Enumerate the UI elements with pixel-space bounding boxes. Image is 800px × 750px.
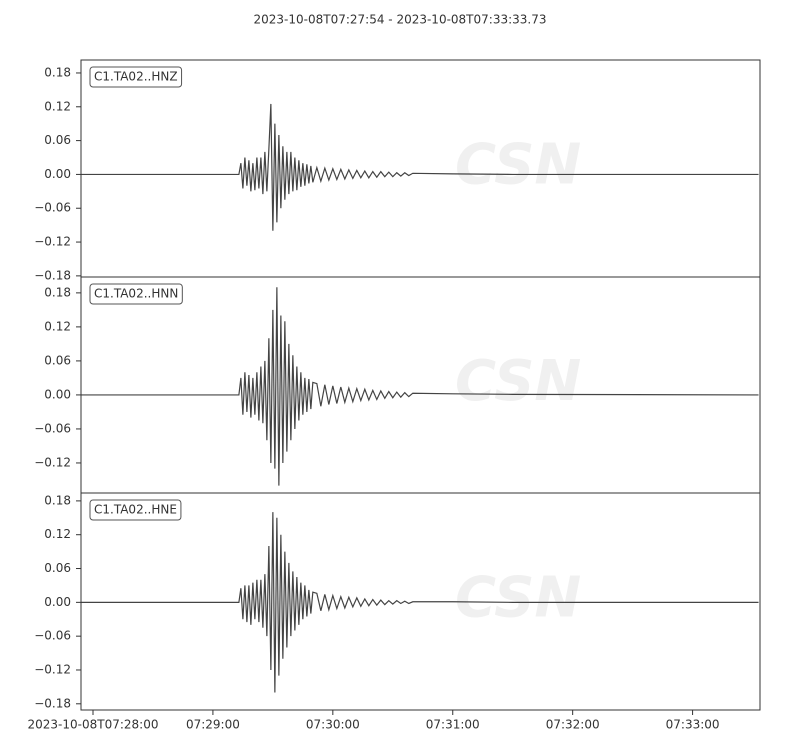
y-tick-label: −0.12 — [34, 455, 71, 469]
watermark: CSN — [455, 133, 581, 198]
y-tick-label: 0.06 — [44, 133, 71, 147]
x-tick-label: 07:29:00 — [186, 718, 240, 732]
waveform — [81, 287, 759, 486]
y-tick-label: 0.00 — [44, 387, 71, 401]
x-tick-label: 2023-10-08T07:28:00 — [28, 718, 159, 732]
legend-label: C1.TA02..HNN — [94, 287, 178, 301]
y-tick-label: −0.12 — [34, 662, 71, 676]
chart-title: 2023-10-08T07:27:54 - 2023-10-08T07:33:3… — [254, 13, 547, 27]
legend-label: C1.TA02..HNZ — [94, 70, 178, 84]
x-tick-label: 07:33:00 — [666, 718, 720, 732]
y-tick-label: 0.18 — [44, 493, 71, 507]
y-tick-label: 0.12 — [44, 319, 71, 333]
waveform — [81, 512, 759, 693]
x-tick-label: 07:32:00 — [546, 718, 600, 732]
y-tick-label: 0.00 — [44, 167, 71, 181]
y-tick-label: 0.12 — [44, 527, 71, 541]
legend-box — [89, 283, 183, 305]
legend-box — [89, 499, 182, 521]
panel-frame — [80, 492, 761, 711]
y-tick-label: 0.06 — [44, 353, 71, 367]
waveform — [81, 103, 759, 231]
x-tick-label: 07:31:00 — [426, 718, 480, 732]
x-tick-label: 07:30:00 — [306, 718, 360, 732]
y-tick-label: −0.12 — [34, 235, 71, 249]
legend-box — [89, 66, 183, 88]
y-tick-label: 0.18 — [44, 285, 71, 299]
y-tick-label: 0.00 — [44, 595, 71, 609]
y-tick-label: −0.18 — [34, 696, 71, 710]
y-tick-label: −0.06 — [34, 201, 71, 215]
y-tick-label: −0.06 — [34, 629, 71, 643]
y-tick-label: 0.18 — [44, 65, 71, 79]
y-tick-label: 0.06 — [44, 561, 71, 575]
y-tick-label: 0.12 — [44, 99, 71, 113]
y-tick-label: −0.18 — [34, 268, 71, 282]
watermark: CSN — [455, 349, 581, 414]
watermark: CSN — [455, 566, 581, 631]
legend-label: C1.TA02..HNE — [94, 503, 177, 517]
y-tick-label: −0.06 — [34, 421, 71, 435]
